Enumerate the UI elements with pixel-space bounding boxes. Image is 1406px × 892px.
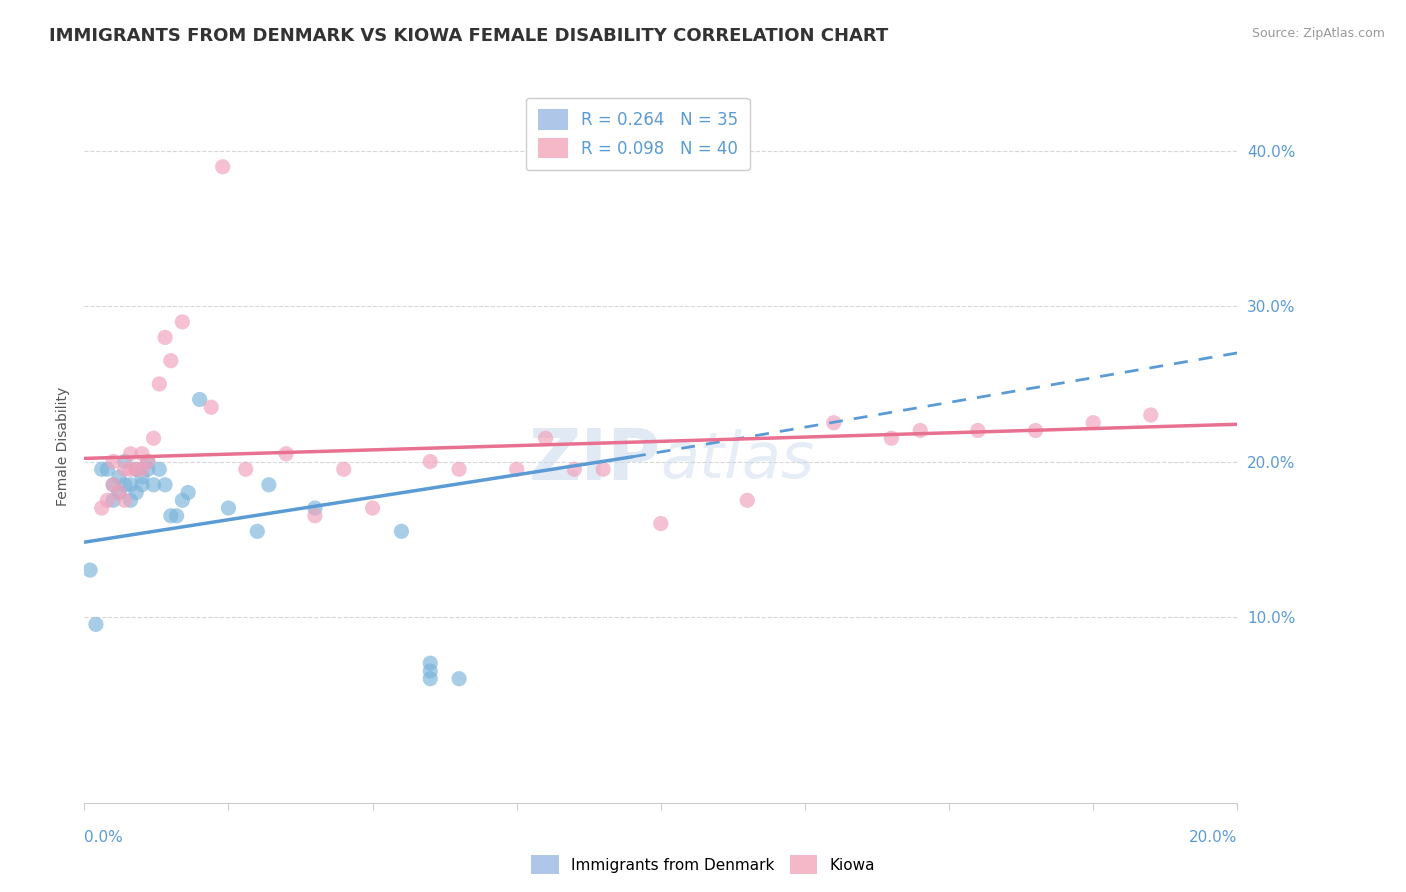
Point [142,477,165,491]
Point [211,160,233,174]
Point [257,477,280,491]
Point [246,524,269,539]
Point [108,485,131,500]
Point [160,508,183,523]
Point [650,516,672,531]
Point [177,485,200,500]
Point [148,462,170,476]
Point [160,353,183,368]
Point [823,416,845,430]
Point [1025,424,1047,438]
Point [564,462,586,476]
Point [131,462,153,476]
Point [103,454,124,468]
Point [131,470,153,484]
Point [131,477,153,491]
Point [148,376,170,391]
Point [142,431,165,445]
Point [172,315,194,329]
Legend: R = 0.264   N = 35, R = 0.098   N = 40: R = 0.264 N = 35, R = 0.098 N = 40 [526,97,749,169]
Point [103,477,124,491]
Point [153,477,176,491]
Point [534,431,557,445]
Point [125,462,148,476]
Point [592,462,614,476]
Legend: Immigrants from Denmark, Kiowa: Immigrants from Denmark, Kiowa [524,849,882,880]
Point [90,501,112,516]
Point [218,501,240,516]
Point [391,524,413,539]
Point [84,617,107,632]
Point [114,462,136,476]
Point [90,462,112,476]
Point [172,493,194,508]
Point [108,470,131,484]
Point [333,462,356,476]
Text: 20.0%: 20.0% [1189,830,1237,845]
Point [96,493,118,508]
Point [108,485,131,500]
Point [79,563,101,577]
Point [419,656,441,670]
Point [449,462,471,476]
Point [120,477,142,491]
Point [276,447,298,461]
Point [188,392,211,407]
Point [166,508,188,523]
Point [103,493,124,508]
Point [304,501,326,516]
Point [114,454,136,468]
Point [131,447,153,461]
Point [419,664,441,678]
Point [153,330,176,344]
Point [967,424,990,438]
Point [304,508,326,523]
Text: Source: ZipAtlas.com: Source: ZipAtlas.com [1251,27,1385,40]
Point [880,431,903,445]
Point [1140,408,1163,422]
Point [737,493,759,508]
Point [120,447,142,461]
Point [136,454,159,468]
Point [120,462,142,476]
Point [136,462,159,476]
Text: ZIP: ZIP [529,425,661,495]
Point [200,401,222,415]
Point [114,477,136,491]
Point [419,454,441,468]
Point [235,462,257,476]
Point [120,493,142,508]
Point [96,462,118,476]
Point [103,477,124,491]
Point [125,485,148,500]
Point [506,462,529,476]
Point [361,501,384,516]
Point [1083,416,1105,430]
Point [125,462,148,476]
Point [910,424,932,438]
Text: atlas: atlas [661,429,815,491]
Point [136,454,159,468]
Text: IMMIGRANTS FROM DENMARK VS KIOWA FEMALE DISABILITY CORRELATION CHART: IMMIGRANTS FROM DENMARK VS KIOWA FEMALE … [49,27,889,45]
Text: 0.0%: 0.0% [84,830,124,845]
Y-axis label: Female Disability: Female Disability [56,386,70,506]
Point [419,672,441,686]
Point [114,493,136,508]
Point [449,672,471,686]
